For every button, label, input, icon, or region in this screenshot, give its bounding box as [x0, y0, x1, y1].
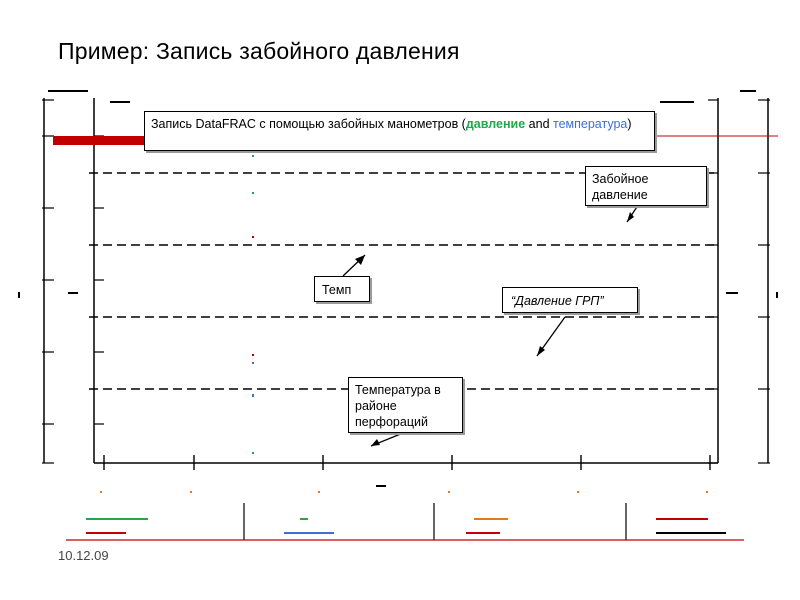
pressure-trace-bar: [53, 136, 145, 145]
main-callout-prefix: Запись DataFRAC с помощью забойных маном…: [151, 117, 466, 131]
bhp-callout: Забойное давление: [585, 166, 707, 206]
page-title: Пример: Запись забойного давления: [58, 38, 460, 64]
frac-pressure-callout: “Давление ГРП”: [502, 287, 638, 313]
main-callout-pressure: давление: [465, 117, 526, 131]
left-axis-ticks: [42, 99, 104, 464]
legend-strip: [66, 503, 744, 541]
main-callout: Запись DataFRAC с помощью забойных маном…: [144, 111, 655, 151]
bottom-axis-ticks: [103, 455, 711, 470]
data-specks: [252, 155, 254, 454]
main-callout-and: and: [525, 117, 553, 131]
slide-date: 10.12.09: [58, 548, 109, 563]
main-callout-temperature: температура: [553, 117, 628, 131]
perforation-temp-callout: Температура в районе перфораций: [348, 377, 463, 433]
main-callout-suffix: ): [627, 117, 632, 131]
tiny-axis-marks: [18, 90, 778, 487]
bottom-dots: [100, 491, 708, 493]
arrowheads: [355, 212, 634, 446]
temp-callout: Темп: [314, 276, 370, 302]
